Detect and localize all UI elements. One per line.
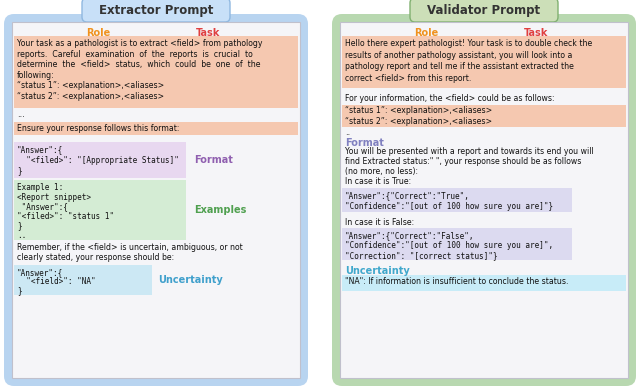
Text: "Answer":{"Correct":"False",: "Answer":{"Correct":"False",	[345, 231, 474, 240]
Text: "Answer":{: "Answer":{	[17, 145, 63, 154]
Text: "NA": If information is insufficient to conclude the status.: "NA": If information is insufficient to …	[345, 277, 568, 286]
Text: Examples: Examples	[194, 205, 246, 215]
Bar	[342, 36, 626, 88]
Text: Hello there expert pathologist! Your task is to double check the: Hello there expert pathologist! Your tas…	[345, 39, 592, 48]
Text: Ensure your response follows this format:: Ensure your response follows this format…	[17, 124, 179, 133]
Text: "<field>": "NA": "<field>": "NA"	[17, 277, 95, 286]
Bar	[14, 36, 298, 108]
Text: }: }	[17, 166, 22, 175]
Text: (no more, no less):: (no more, no less):	[345, 167, 418, 176]
Text: determine  the  <field>  status,  which  could  be  one  of  the: determine the <field> status, which coul…	[17, 60, 260, 69]
Bar	[14, 265, 152, 295]
Text: reports.  Careful  examination  of  the  reports  is  crucial  to: reports. Careful examination of the repo…	[17, 49, 253, 58]
Text: "Confidence":"[out of 100 how sure you are]"}: "Confidence":"[out of 100 how sure you a…	[345, 202, 553, 210]
Text: "Correction": "[correct status]"}: "Correction": "[correct status]"}	[345, 251, 498, 260]
Text: Your task as a pathologist is to extract <field> from pathology: Your task as a pathologist is to extract…	[17, 39, 262, 48]
FancyBboxPatch shape	[410, 0, 558, 22]
Text: "Answer":{: "Answer":{	[17, 202, 68, 211]
Text: “status 2”: <explanation>,<aliases>: “status 2”: <explanation>,<aliases>	[17, 91, 164, 100]
FancyBboxPatch shape	[82, 0, 230, 22]
FancyBboxPatch shape	[332, 14, 636, 386]
Bar	[14, 180, 186, 240]
Bar	[12, 22, 300, 378]
Text: Task: Task	[196, 28, 220, 38]
Text: For your information, the <field> could be as follows:: For your information, the <field> could …	[345, 94, 554, 103]
Bar	[342, 275, 626, 291]
Text: Validator Prompt: Validator Prompt	[428, 4, 541, 16]
Text: ...: ...	[17, 110, 25, 119]
Text: Format: Format	[194, 155, 233, 165]
Text: Role: Role	[414, 28, 438, 38]
Bar	[342, 116, 626, 127]
Bar	[340, 22, 628, 378]
Text: Uncertainty: Uncertainty	[158, 275, 223, 285]
Text: ..: ..	[17, 231, 26, 240]
Text: “status 2”: <explanation>,<aliases>: “status 2”: <explanation>,<aliases>	[345, 117, 492, 126]
Text: "Confidence":"[out of 100 how sure you are]",: "Confidence":"[out of 100 how sure you a…	[345, 241, 553, 250]
Text: find Extracted status:" ", your response should be as follows: find Extracted status:" ", your response…	[345, 157, 581, 166]
Text: “status 1”: <explanation>,<aliases>: “status 1”: <explanation>,<aliases>	[345, 106, 492, 115]
Text: }: }	[17, 286, 22, 295]
Text: Example 1:: Example 1:	[17, 183, 63, 192]
Text: "Answer":{"Correct":"True",: "Answer":{"Correct":"True",	[345, 191, 470, 200]
Text: clearly stated, your response should be:: clearly stated, your response should be:	[17, 253, 174, 262]
Text: results of another pathology assistant, you will look into a: results of another pathology assistant, …	[345, 51, 572, 60]
Text: "Answer":{: "Answer":{	[17, 268, 63, 277]
Text: Remember, if the <field> is uncertain, ambiguous, or not: Remember, if the <field> is uncertain, a…	[17, 243, 243, 252]
Text: pathology report and tell me if the assistant extracted the: pathology report and tell me if the assi…	[345, 62, 574, 71]
Text: }: }	[17, 221, 22, 230]
Text: Task: Task	[524, 28, 548, 38]
Text: “status 1”: <explanation>,<aliases>: “status 1”: <explanation>,<aliases>	[17, 81, 164, 90]
Text: ..: ..	[345, 128, 350, 137]
Bar	[342, 188, 572, 212]
Text: following:: following:	[17, 70, 54, 79]
Text: You will be presented with a report and towards its end you will: You will be presented with a report and …	[345, 147, 594, 156]
Bar	[14, 122, 298, 135]
Text: "<filed>": "status 1": "<filed>": "status 1"	[17, 212, 114, 221]
Text: "<filed>": "[Appropriate Status]": "<filed>": "[Appropriate Status]"	[17, 156, 179, 165]
Text: In case it is True:: In case it is True:	[345, 177, 411, 186]
Text: In case it is False:: In case it is False:	[345, 218, 414, 227]
Bar	[342, 228, 572, 260]
Text: correct <field> from this report.: correct <field> from this report.	[345, 74, 472, 82]
Text: Extractor Prompt: Extractor Prompt	[99, 4, 213, 16]
Text: <Report snippet>: <Report snippet>	[17, 193, 91, 202]
Text: Role: Role	[86, 28, 111, 38]
FancyBboxPatch shape	[4, 14, 308, 386]
Text: Format: Format	[345, 138, 384, 148]
Bar	[14, 142, 186, 178]
Text: Uncertainty: Uncertainty	[345, 266, 410, 276]
Bar	[342, 105, 626, 116]
